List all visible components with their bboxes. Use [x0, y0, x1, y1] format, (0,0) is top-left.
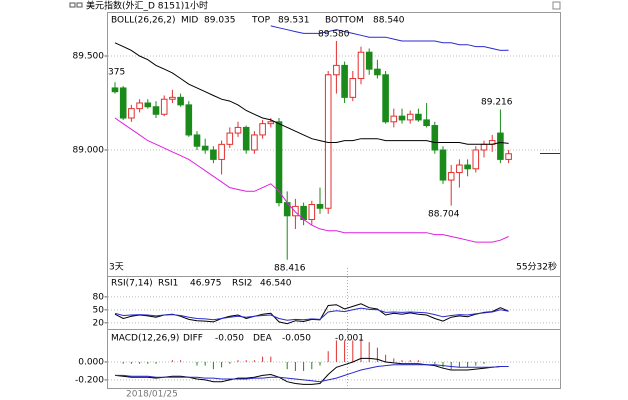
legend-label: TOP — [251, 16, 271, 26]
candle-body — [365, 51, 373, 70]
candle-body — [111, 87, 119, 93]
candle-body — [406, 113, 414, 121]
annotation: 89.580 — [318, 30, 350, 40]
candle-body — [218, 143, 225, 160]
candle-body — [259, 123, 266, 136]
annotation: 88.704 — [428, 210, 460, 220]
legend-value: -0.050 — [215, 334, 244, 344]
candle-body — [480, 143, 488, 151]
candle-body — [193, 134, 201, 147]
legend-label: DEA — [253, 334, 273, 344]
candle-body — [431, 125, 439, 151]
candle-body — [374, 68, 381, 76]
candle-body — [415, 113, 422, 121]
y-tick-label: 0.000 — [78, 357, 104, 367]
chart-title: 美元指数(外汇_D 8151)1小时 — [86, 0, 208, 12]
note: 55分32秒 — [516, 261, 557, 273]
y-tick-label: -0.200 — [75, 375, 104, 385]
legend-label: DIFF — [183, 334, 203, 344]
legend-label: MID — [181, 16, 198, 26]
note: 3天 — [109, 263, 124, 273]
indicator-line — [114, 307, 509, 321]
candle-body — [447, 172, 455, 181]
candle-body — [423, 119, 430, 127]
candle-body — [185, 104, 193, 136]
candle-body — [472, 149, 480, 170]
candle-body — [144, 102, 152, 108]
indicator-line — [114, 117, 509, 243]
candle-body — [341, 64, 348, 98]
candle-body — [308, 204, 316, 221]
candle-body — [201, 145, 209, 151]
legend-value: -0.001 — [335, 334, 364, 344]
candle-body — [292, 205, 299, 217]
candle-body — [505, 153, 512, 160]
legend-label: RSI1 — [158, 279, 178, 289]
candle-body — [464, 164, 471, 170]
candle-body — [349, 78, 357, 98]
indicator-line — [114, 357, 509, 385]
candle-body — [136, 102, 143, 110]
candle-body — [234, 126, 242, 134]
legend-label: BOTTOM — [325, 16, 364, 26]
candle-body — [177, 96, 184, 106]
candle-body — [160, 98, 168, 115]
legend-label: RSI2 — [232, 279, 252, 289]
indicator-name: BOLL(26,26,2) — [111, 16, 176, 26]
date-label: 2018/01/25 — [126, 390, 178, 400]
annotation: 375 — [108, 68, 125, 78]
indicator-name: MACD(12,26,9) — [111, 334, 179, 344]
icon — [76, 2, 83, 8]
candle-body — [382, 74, 389, 123]
indicator-line — [115, 364, 509, 383]
legend-value: 46.975 — [190, 279, 222, 289]
legend-value: 89.531 — [278, 16, 310, 26]
legend-value: -0.050 — [282, 334, 311, 344]
candle-body — [210, 149, 217, 160]
indicator-line — [114, 42, 509, 145]
annotation: 88.416 — [274, 264, 306, 274]
candle-body — [316, 204, 324, 209]
icon — [69, 2, 76, 8]
y-tick-label: 89.000 — [73, 145, 105, 155]
legend-value: 89.035 — [204, 16, 236, 26]
candle-body — [390, 115, 398, 123]
indicator-line — [270, 25, 509, 51]
candle-body — [242, 126, 250, 151]
candle-body — [439, 149, 447, 181]
candle-body — [119, 87, 127, 119]
icon[interactable] — [552, 1, 561, 10]
candle-body — [275, 121, 283, 204]
y-tick-label: 89.500 — [73, 51, 105, 61]
frame — [107, 12, 561, 389]
candle-body — [357, 51, 365, 80]
candle-body — [267, 121, 275, 125]
candle-body — [251, 134, 258, 151]
y-tick-label: 80 — [93, 292, 105, 302]
candle-body — [333, 64, 340, 76]
candle-body — [456, 164, 463, 174]
candle-body — [152, 106, 160, 115]
candle-body — [128, 108, 135, 119]
y-tick-label: 20 — [93, 318, 105, 328]
candle-body — [398, 115, 406, 121]
legend-value: 46.540 — [260, 279, 292, 289]
legend-value: 88.540 — [373, 16, 405, 26]
indicator-name: RSI(7,14) — [111, 279, 153, 289]
y-tick-label: 50 — [93, 305, 105, 315]
candle-body — [226, 132, 234, 145]
candle-body — [324, 74, 332, 209]
candle-body — [169, 96, 176, 100]
annotation: 89.216 — [481, 98, 513, 108]
indicator-line — [114, 303, 509, 325]
candle-body — [497, 132, 504, 160]
